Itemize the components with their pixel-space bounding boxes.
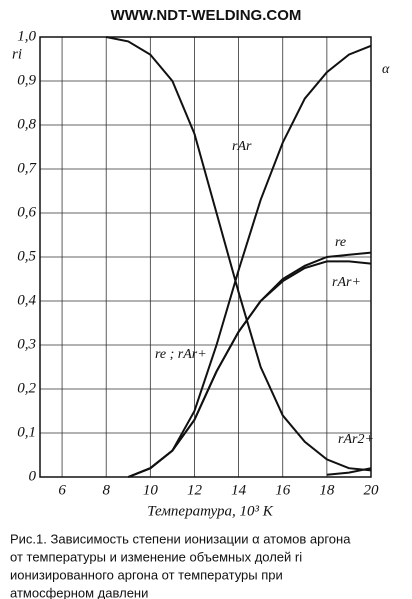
y-tick-label: 0,6 (17, 204, 36, 220)
x-tick-label: 16 (275, 482, 291, 498)
y-tick-label: 0,1 (17, 424, 36, 440)
caption-line: от температуры и изменение объемных доле… (10, 549, 302, 564)
series-label: rAr2+ (338, 432, 374, 447)
y-tick-label: 0,5 (17, 248, 36, 264)
series-label: rAr+ (332, 275, 361, 290)
x-tick-label: 20 (364, 482, 380, 498)
series-line (106, 36, 372, 472)
y-tick-label: 0,9 (17, 72, 36, 88)
series-line (326, 467, 372, 476)
y-tick-label: 0,4 (17, 292, 36, 308)
caption-line: Рис.1. Зависимость степени ионизации α а… (10, 531, 351, 546)
y-tick-label: 1,0 (17, 28, 36, 44)
caption-line: атмосферном давлени (10, 585, 148, 599)
annotation: re ; rAr+ (155, 347, 207, 362)
y-tick-label: 0,7 (17, 160, 37, 176)
y-axis-label: ri (12, 46, 22, 62)
y-tick-label: 0,3 (17, 336, 36, 352)
x-tick-label: 18 (319, 482, 335, 498)
x-tick-label: 14 (231, 482, 247, 498)
plot-frame (39, 36, 372, 478)
series-label: re (335, 235, 346, 250)
y-tick-label: 0 (29, 468, 37, 484)
x-tick-label: 10 (143, 482, 159, 498)
series-line (127, 260, 372, 478)
series-label: rAr (232, 139, 252, 154)
x-tick-label: 6 (58, 482, 66, 498)
x-axis-label: Температура, 10³ K (147, 503, 273, 519)
header: WWW.NDT-WELDING.COM (111, 7, 302, 24)
series-label: α (382, 62, 390, 77)
x-tick-label: 8 (102, 482, 110, 498)
y-tick-label: 0,8 (17, 116, 36, 132)
y-tick-label: 0,2 (17, 380, 36, 396)
x-tick-label: 12 (187, 482, 203, 498)
caption-line: ионизированного аргона от температуры пр… (10, 567, 283, 582)
